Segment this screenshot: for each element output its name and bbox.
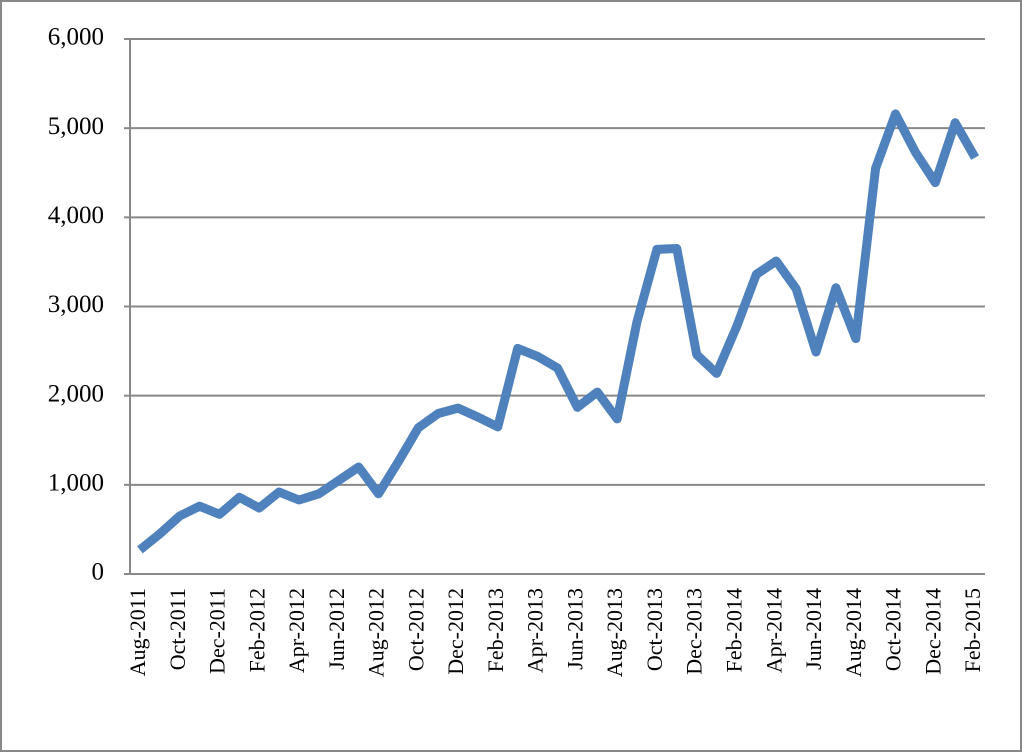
x-tick-label: Apr-2014 (761, 588, 786, 673)
x-tick-label: Dec-2012 (443, 588, 468, 675)
x-tick-label: Apr-2012 (284, 588, 309, 673)
x-tick-label: Dec-2013 (682, 588, 707, 675)
x-tick-label: Jun-2012 (324, 588, 349, 670)
x-tick-label: Aug-2013 (602, 588, 627, 677)
x-tick-label: Jun-2013 (562, 588, 587, 670)
x-tick-label: Apr-2013 (523, 588, 548, 673)
y-tick-label: 1,000 (48, 470, 104, 497)
x-tick-label: Feb-2014 (722, 588, 747, 672)
y-tick-label: 5,000 (48, 113, 104, 140)
x-tick-label: Aug-2014 (841, 588, 866, 677)
x-tick-label: Feb-2015 (960, 588, 985, 672)
y-tick-label: 3,000 (48, 291, 104, 318)
x-tick-label: Oct-2011 (165, 588, 190, 670)
x-tick-label: Oct-2013 (642, 588, 667, 671)
x-tick-label: Oct-2014 (881, 588, 906, 671)
y-tick-label: 6,000 (48, 24, 104, 51)
x-tick-label: Aug-2012 (364, 588, 389, 677)
y-tick-label: 4,000 (48, 202, 104, 229)
y-tick-label: 2,000 (48, 380, 104, 407)
y-tick-label: 0 (92, 559, 105, 586)
x-tick-label: Aug-2011 (125, 588, 150, 676)
data-line (137, 109, 980, 554)
x-tick-label: Dec-2011 (205, 588, 230, 674)
x-tick-label: Feb-2012 (244, 588, 269, 672)
x-tick-label: Feb-2013 (483, 588, 508, 672)
x-tick-label: Dec-2014 (920, 588, 945, 675)
x-tick-label: Jun-2014 (801, 588, 826, 670)
x-tick-label: Oct-2012 (403, 588, 428, 671)
